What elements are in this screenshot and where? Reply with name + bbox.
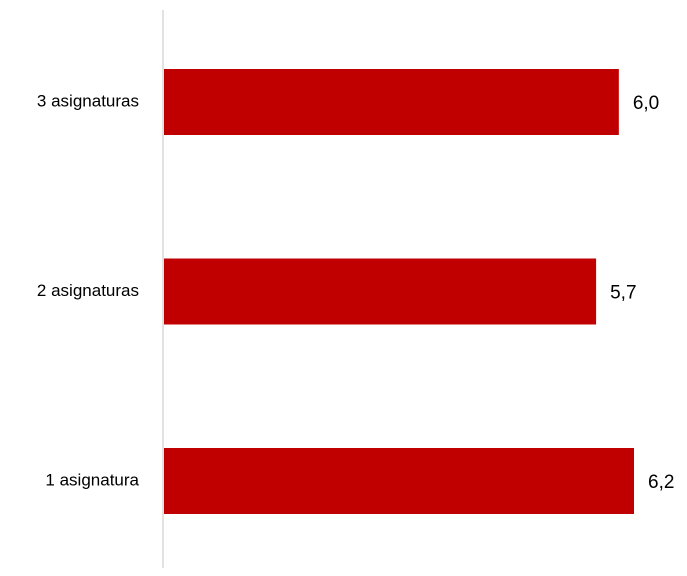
value-labels-group: 6,0 5,7 6,2 bbox=[610, 93, 674, 493]
value-label-1-asignatura: 6,2 bbox=[648, 472, 674, 493]
bars-group bbox=[164, 69, 634, 514]
category-label-1-asignatura: 1 asignatura bbox=[45, 470, 139, 489]
bar-2-asignaturas bbox=[164, 258, 597, 325]
value-label-2-asignaturas: 5,7 bbox=[610, 283, 636, 304]
bar-1-asignatura bbox=[164, 448, 634, 514]
category-labels-group: 3 asignaturas 2 asignaturas 1 asignatura bbox=[37, 91, 140, 489]
category-label-3-asignaturas: 3 asignaturas bbox=[37, 91, 139, 110]
bar-3-asignaturas bbox=[164, 69, 619, 135]
category-label-2-asignaturas: 2 asignaturas bbox=[37, 281, 139, 300]
value-label-3-asignaturas: 6,0 bbox=[633, 93, 659, 114]
